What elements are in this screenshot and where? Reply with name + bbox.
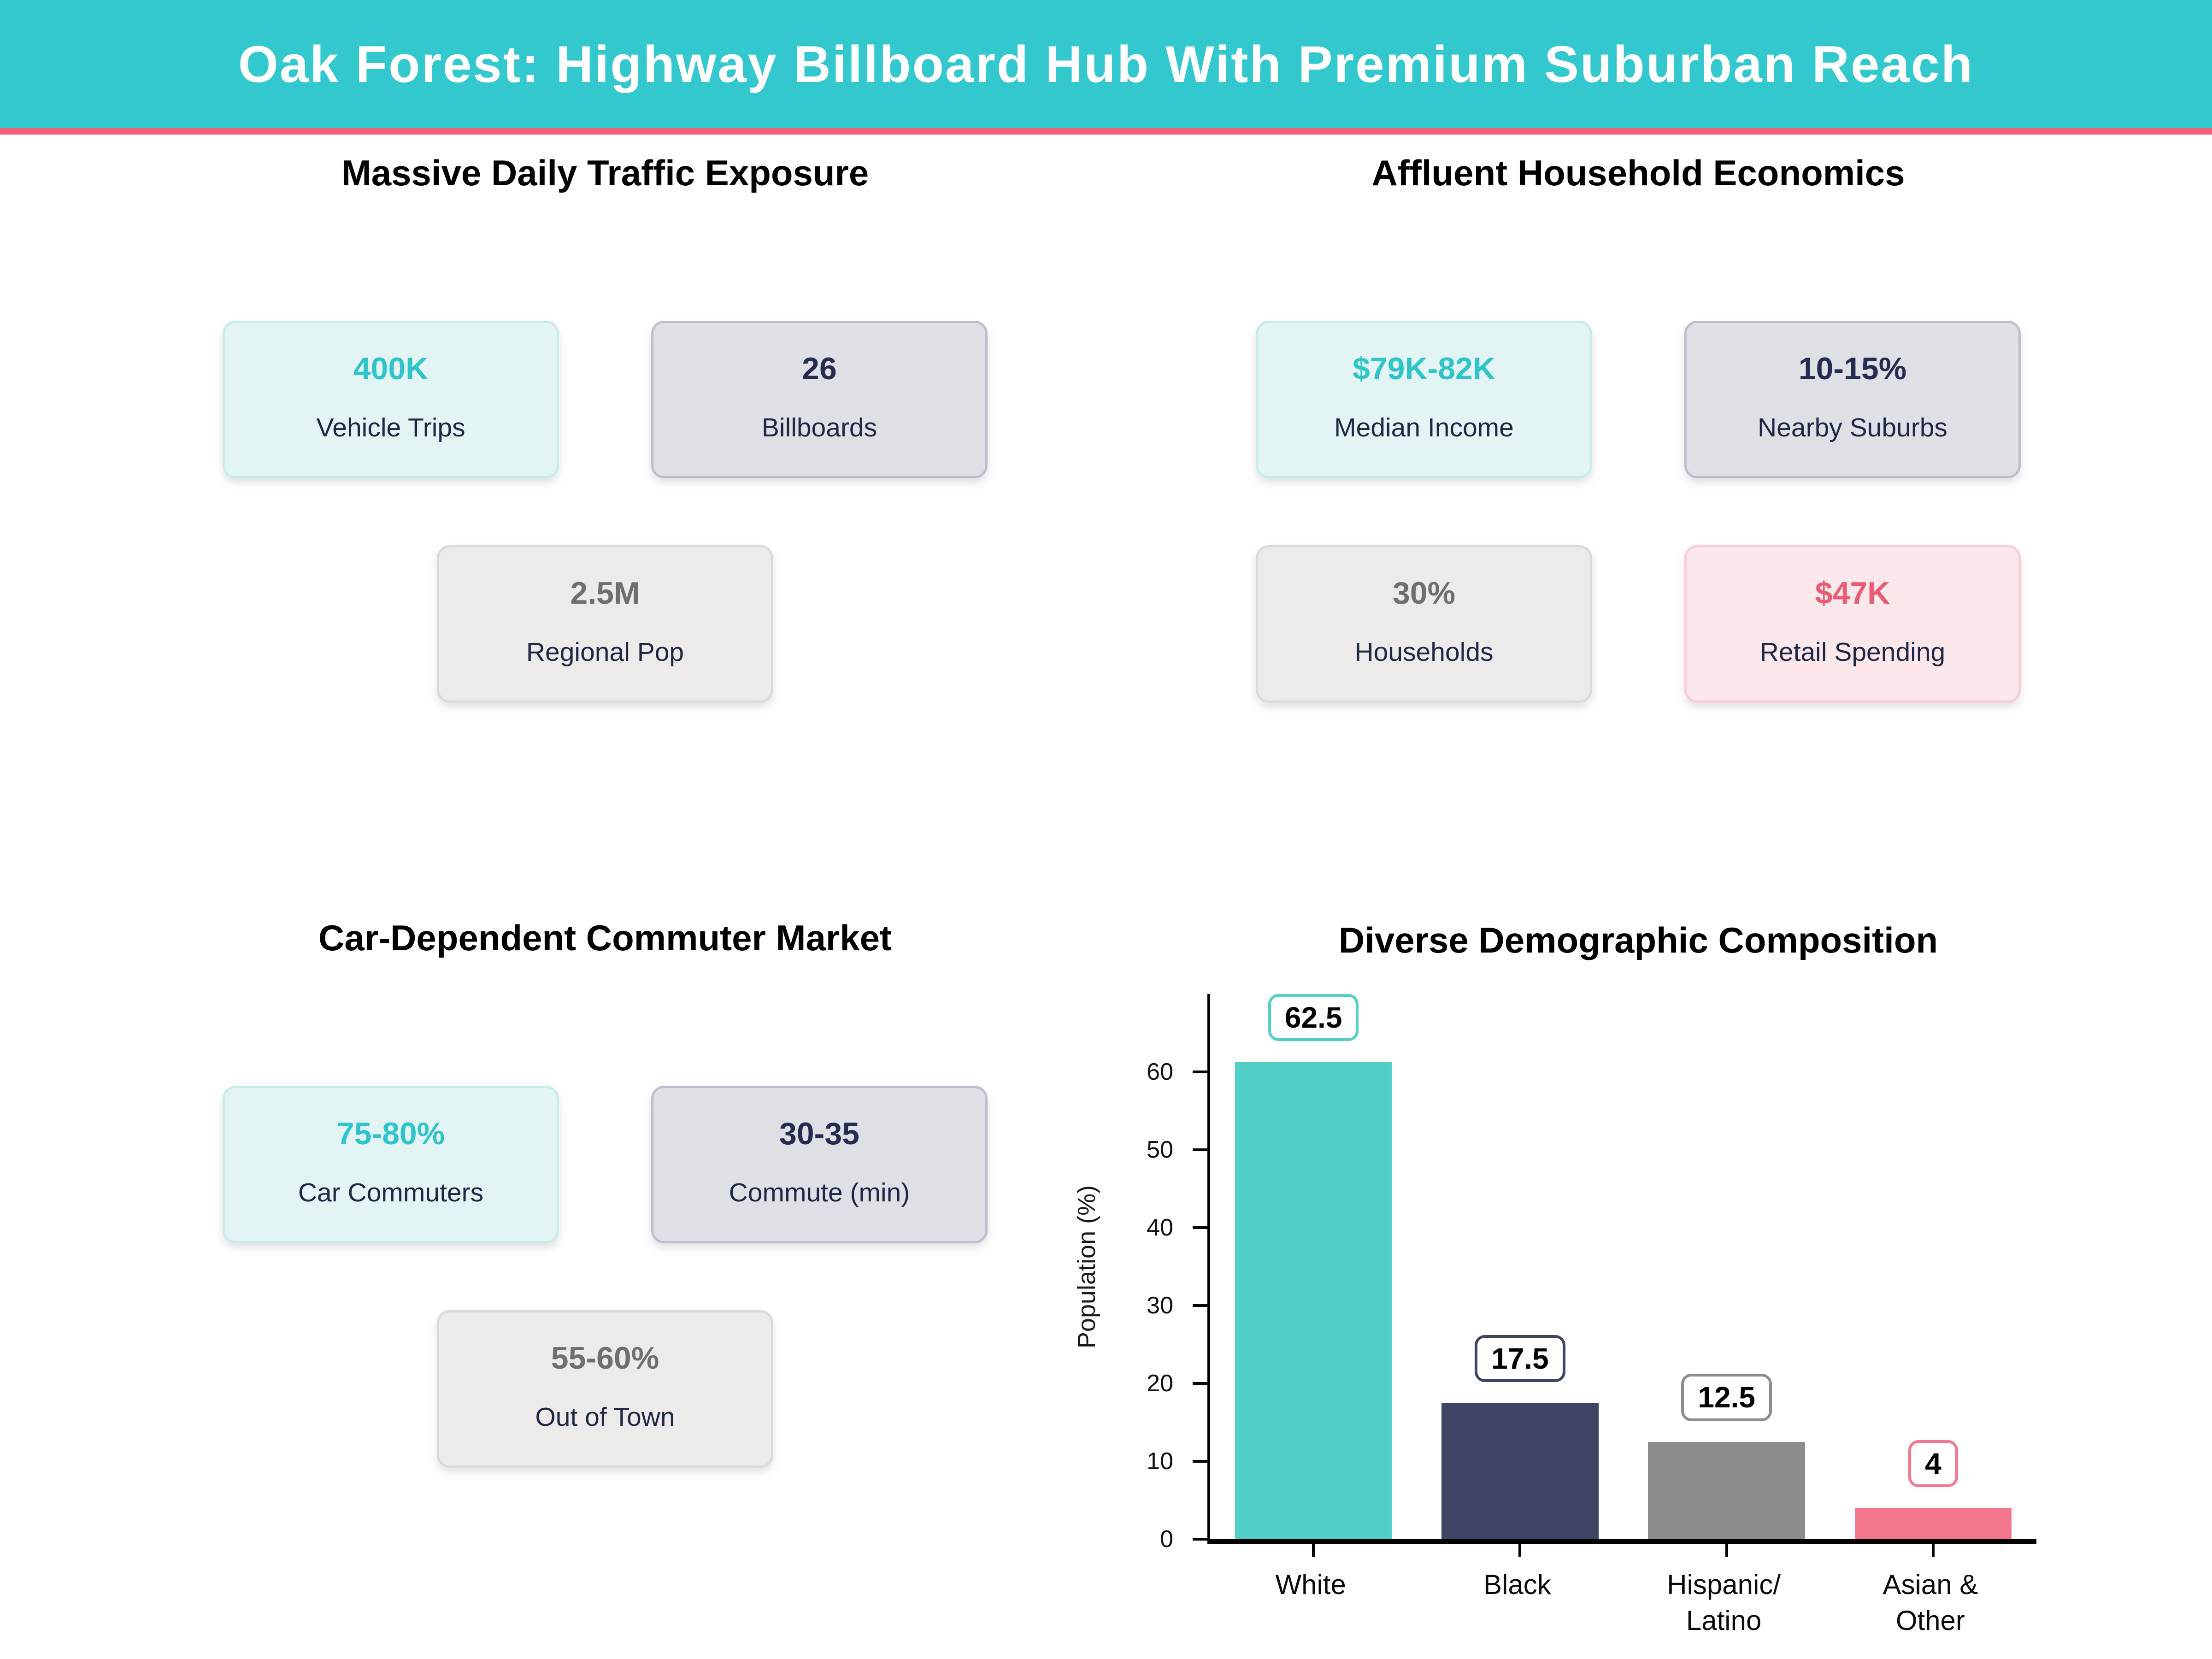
stat-card-vehicle-trips: 400K Vehicle Trips [223, 321, 559, 478]
stat-card-out-of-town: 55-60% Out of Town [437, 1310, 773, 1468]
stat-card-regional-pop: 2.5M Regional Pop [437, 545, 773, 703]
section-economics-title: Affluent Household Economics [1371, 153, 1905, 193]
y-axis-tick-label: 30 [1147, 1292, 1173, 1319]
y-axis-tick [1193, 1304, 1207, 1307]
bars-container: 62.5 17.5 12.5 4 [1210, 994, 2036, 1539]
y-axis-tick [1193, 1148, 1207, 1151]
traffic-cards: 400K Vehicle Trips 26 Billboards 2.5M Re… [202, 321, 1008, 703]
stat-card-retail-spending: $47K Retail Spending [1684, 545, 2021, 703]
bar-value-label: 4 [1908, 1440, 1958, 1488]
y-axis-tick [1193, 1460, 1207, 1463]
stat-label: Commute (min) [729, 1178, 910, 1207]
stat-card-households: 30% Households [1256, 545, 1592, 703]
y-axis-tick [1193, 1071, 1207, 1073]
y-axis-tick-label: 50 [1147, 1136, 1173, 1163]
y-axis-tick-label: 0 [1160, 1526, 1173, 1553]
card-row: 400K Vehicle Trips 26 Billboards [202, 321, 1008, 478]
stat-label: Out of Town [535, 1402, 675, 1432]
bar-black [1441, 1403, 1599, 1539]
card-row: 75-80% Car Commuters 30-35 Commute (min) [202, 1086, 1008, 1243]
economics-cards: $79K-82K Median Income 10-15% Nearby Sub… [1235, 321, 2041, 703]
stat-label: Median Income [1334, 413, 1514, 442]
x-axis-tick [1518, 1544, 1522, 1557]
x-tick-label-hispanic-latino: Hispanic/Latino [1667, 1569, 1781, 1636]
y-axis-tick [1193, 1382, 1207, 1385]
bar-group-hispanic-latino: 12.5 [1624, 994, 1830, 1539]
card-row: $79K-82K Median Income 10-15% Nearby Sub… [1235, 321, 2041, 478]
stat-value: 10-15% [1798, 351, 1907, 386]
card-row: 30% Households $47K Retail Spending [1235, 545, 2041, 703]
card-row: 2.5M Regional Pop [202, 545, 1008, 703]
section-commuter: Car-Dependent Commuter Market 75-80% Car… [202, 917, 1008, 1468]
x-tick-label-asian-other: Asian & Other [1883, 1569, 1978, 1636]
stat-label: Retail Spending [1759, 637, 1946, 667]
section-demographics: Diverse Demographic Composition Populati… [1073, 919, 2157, 1657]
stat-label: Car Commuters [298, 1178, 484, 1207]
stat-card-car-commuters: 75-80% Car Commuters [223, 1086, 559, 1243]
bar-hispanic-latino [1648, 1441, 1805, 1539]
stat-value: 400K [353, 351, 429, 386]
x-axis-tick [1312, 1544, 1315, 1557]
plot-area: Population (%) 62.5 17.5 12.5 4 0 10 20 30 4… [1073, 994, 2036, 1557]
x-tick-label-white: White [1275, 1569, 1346, 1600]
x-axis-tick [1725, 1544, 1728, 1557]
chart-title: Diverse Demographic Composition [1338, 920, 1938, 960]
bar-asian-other [1854, 1508, 2012, 1539]
y-axis-tick [1193, 1538, 1207, 1541]
header-banner: Oak Forest: Highway Billboard Hub With P… [0, 0, 2212, 135]
stat-label: Regional Pop [526, 637, 684, 667]
y-axis-tick-label: 40 [1147, 1214, 1173, 1241]
y-axis-tick-label: 60 [1147, 1059, 1173, 1085]
y-axis-label: Population (%) [1073, 1185, 1100, 1348]
section-traffic: Massive Daily Traffic Exposure 400K Vehi… [202, 152, 1008, 703]
stat-card-billboards: 26 Billboards [651, 321, 988, 478]
y-axis-tick-label: 20 [1147, 1370, 1173, 1397]
stat-value: 26 [802, 351, 837, 386]
page-title: Oak Forest: Highway Billboard Hub With P… [238, 35, 1974, 93]
section-commuter-title: Car-Dependent Commuter Market [318, 918, 892, 958]
stat-value: 2.5M [570, 576, 640, 611]
stat-value: 30% [1392, 576, 1456, 611]
stat-value: $79K-82K [1353, 351, 1495, 386]
bar-white [1235, 1062, 1392, 1539]
bar-value-label: 17.5 [1475, 1335, 1565, 1382]
bar-group-asian-other: 4 [1830, 994, 2036, 1539]
commuter-cards: 75-80% Car Commuters 30-35 Commute (min)… [202, 1086, 1008, 1468]
stat-label: Nearby Suburbs [1758, 413, 1947, 442]
stat-value: 75-80% [336, 1116, 445, 1151]
y-axis-tick-label: 10 [1147, 1448, 1173, 1475]
section-economics: Affluent Household Economics $79K-82K Me… [1235, 152, 2041, 703]
stat-card-commute-time: 30-35 Commute (min) [651, 1086, 988, 1243]
stat-card-median-income: $79K-82K Median Income [1256, 321, 1592, 478]
stat-value: 30-35 [779, 1116, 859, 1151]
bar-group-black: 17.5 [1417, 994, 1623, 1539]
stat-label: Billboards [761, 413, 877, 442]
bar-value-label: 62.5 [1268, 994, 1359, 1041]
stat-label: Households [1354, 637, 1494, 667]
x-tick-label-black: Black [1483, 1569, 1551, 1600]
y-axis-tick [1193, 1226, 1207, 1230]
stat-value: $47K [1815, 576, 1890, 611]
x-axis-labels: White Black Hispanic/Latino Asian & Other [1207, 1567, 2034, 1639]
stat-card-nearby-suburbs: 10-15% Nearby Suburbs [1684, 321, 2021, 478]
bar-group-white: 62.5 [1210, 994, 1417, 1539]
stat-label: Vehicle Trips [316, 413, 465, 442]
x-axis-tick [1931, 1544, 1935, 1557]
section-traffic-title: Massive Daily Traffic Exposure [341, 153, 869, 193]
stat-value: 55-60% [551, 1341, 659, 1376]
card-row: 55-60% Out of Town [202, 1310, 1008, 1468]
bar-value-label: 12.5 [1681, 1374, 1772, 1421]
